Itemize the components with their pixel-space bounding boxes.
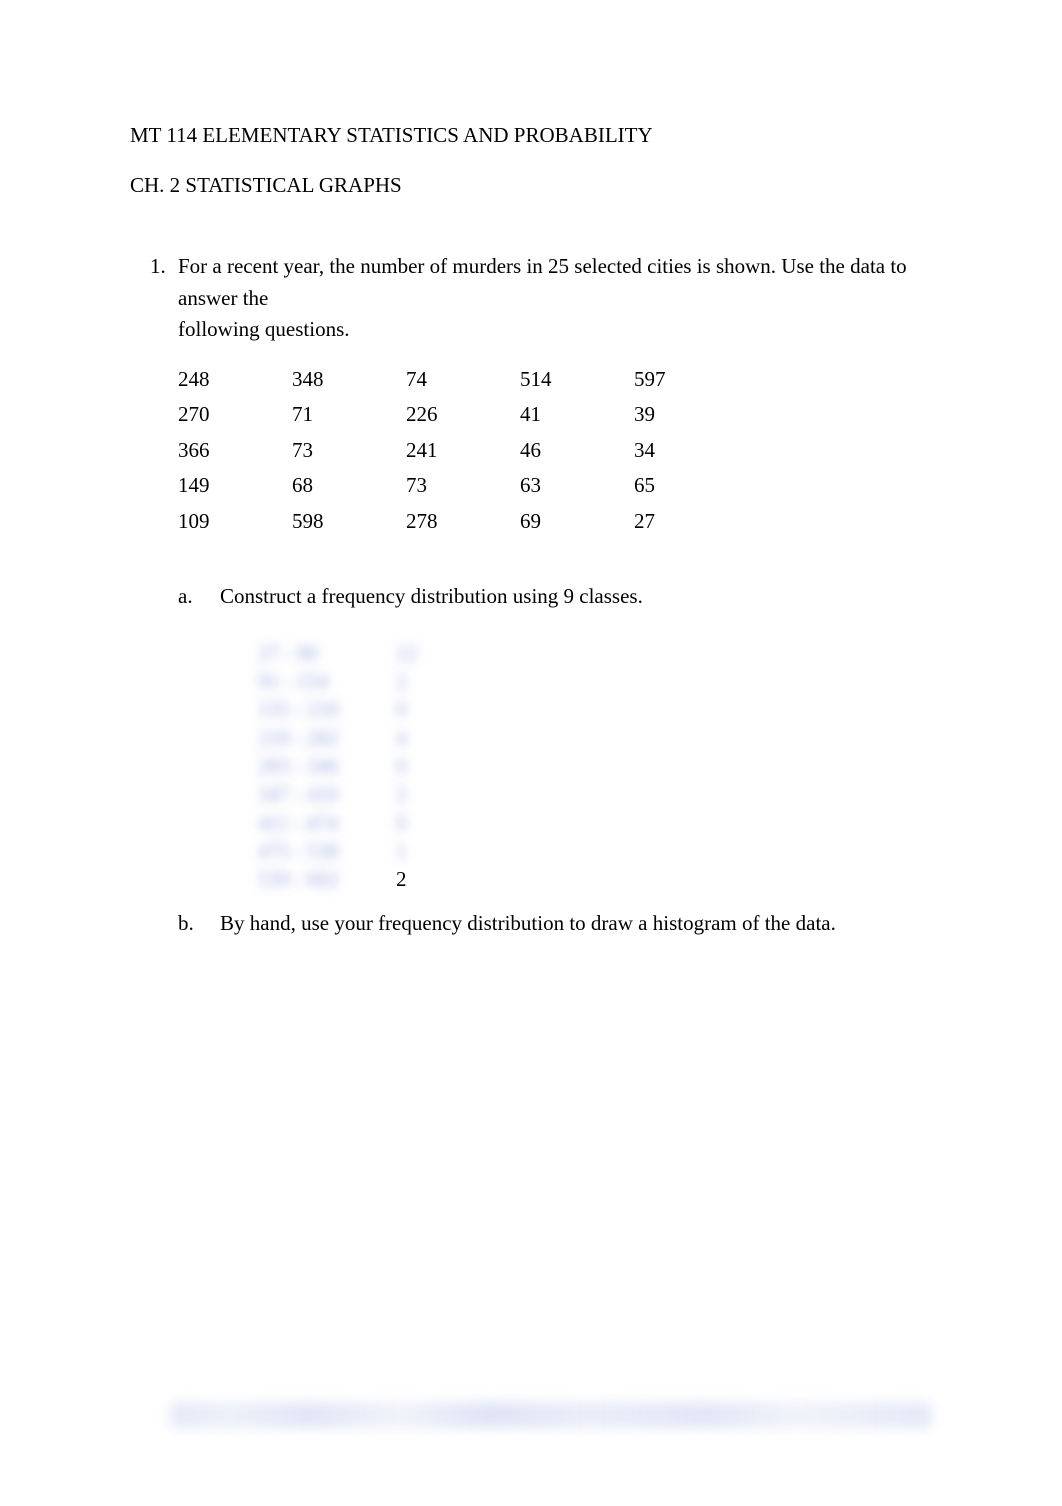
freq-range: 155 - 218: [258, 695, 396, 723]
freq-value: 2: [396, 667, 436, 695]
freq-range: 219 - 282: [258, 724, 396, 752]
histogram-space: [150, 939, 932, 1249]
table-cell: 71: [292, 397, 406, 433]
table-cell: 68: [292, 468, 406, 504]
table-cell: 514: [520, 362, 634, 398]
part-b: b. By hand, use your frequency distribut…: [178, 908, 932, 940]
table-cell: 270: [178, 397, 292, 433]
table-row: 366732414634: [178, 433, 748, 469]
table-cell: 39: [634, 397, 748, 433]
table-row: 14968736365: [178, 468, 748, 504]
freq-row: 475 - 5381: [258, 837, 932, 865]
freq-row: 219 - 2824: [258, 724, 932, 752]
freq-value: 2: [396, 865, 436, 893]
table-cell: 149: [178, 468, 292, 504]
frequency-distribution: 27 - 901291 - 1542155 - 2180219 - 282428…: [258, 639, 932, 894]
table-cell: 74: [406, 362, 520, 398]
table-cell: 69: [520, 504, 634, 540]
part-a-prompt: Construct a frequency distribution using…: [220, 581, 643, 613]
freq-range: 411 - 474: [258, 809, 396, 837]
freq-row: 27 - 9012: [258, 639, 932, 667]
table-row: 270712264139: [178, 397, 748, 433]
table-cell: 73: [406, 468, 520, 504]
question-text-line1: For a recent year, the number of murders…: [178, 251, 932, 314]
freq-value: 0: [396, 809, 436, 837]
question-text-line2: following questions.: [178, 314, 932, 346]
data-table: 2483487451459727071226413936673241463414…: [178, 362, 748, 540]
freq-value: 12: [396, 639, 436, 667]
page-root: MT 114 ELEMENTARY STATISTICS AND PROBABI…: [0, 0, 1062, 1249]
table-cell: 366: [178, 433, 292, 469]
freq-range: 347 - 410: [258, 780, 396, 808]
table-cell: 27: [634, 504, 748, 540]
table-cell: 73: [292, 433, 406, 469]
freq-row: 283 - 3460: [258, 752, 932, 780]
part-b-letter: b.: [178, 908, 220, 940]
freq-row: 411 - 4740: [258, 809, 932, 837]
freq-range: 475 - 538: [258, 837, 396, 865]
table-cell: 41: [520, 397, 634, 433]
table-row: 24834874514597: [178, 362, 748, 398]
table-cell: 63: [520, 468, 634, 504]
table-cell: 348: [292, 362, 406, 398]
freq-value: 2: [396, 780, 436, 808]
freq-range: 539 - 602: [258, 865, 396, 893]
freq-range: 283 - 346: [258, 752, 396, 780]
table-cell: 598: [292, 504, 406, 540]
table-cell: 597: [634, 362, 748, 398]
table-cell: 241: [406, 433, 520, 469]
table-cell: 46: [520, 433, 634, 469]
bottom-blurred-line: [170, 1402, 932, 1428]
table-cell: 278: [406, 504, 520, 540]
part-a: a. Construct a frequency distribution us…: [178, 581, 932, 613]
chapter-title: CH. 2 STATISTICAL GRAPHS: [130, 170, 932, 202]
table-row: 1095982786927: [178, 504, 748, 540]
table-cell: 226: [406, 397, 520, 433]
table-cell: 65: [634, 468, 748, 504]
freq-value: 0: [396, 752, 436, 780]
question-prompt-line1: 1. For a recent year, the number of murd…: [150, 251, 932, 314]
table-cell: 109: [178, 504, 292, 540]
part-a-letter: a.: [178, 581, 220, 613]
freq-row: 347 - 4102: [258, 780, 932, 808]
table-cell: 248: [178, 362, 292, 398]
freq-row: 91 - 1542: [258, 667, 932, 695]
freq-value: 0: [396, 695, 436, 723]
freq-value: 4: [396, 724, 436, 752]
part-b-prompt: By hand, use your frequency distribution…: [220, 908, 836, 940]
freq-row: 155 - 2180: [258, 695, 932, 723]
freq-range: 27 - 90: [258, 639, 396, 667]
freq-value: 1: [396, 837, 436, 865]
question-1: 1. For a recent year, the number of murd…: [150, 251, 932, 1249]
course-title: MT 114 ELEMENTARY STATISTICS AND PROBABI…: [130, 120, 932, 152]
table-cell: 34: [634, 433, 748, 469]
question-number: 1.: [150, 251, 178, 283]
freq-range: 91 - 154: [258, 667, 396, 695]
freq-row: 539 - 6022: [258, 865, 932, 893]
